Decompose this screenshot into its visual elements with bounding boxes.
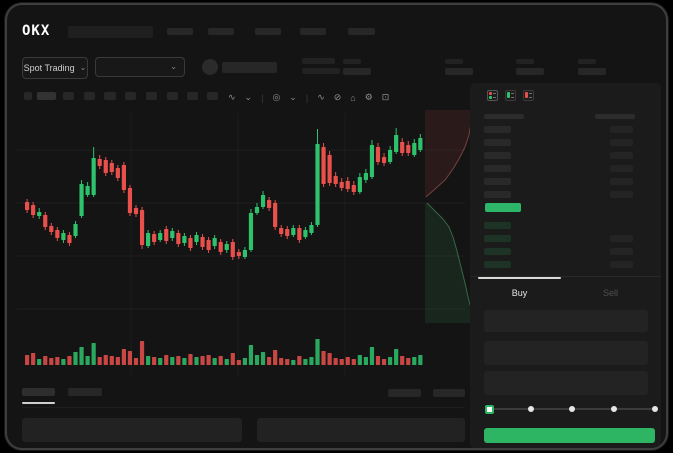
stat-label-placeholder (578, 59, 596, 64)
draw-tool-icon[interactable]: ⊘ (333, 92, 342, 102)
orderbook-price-cell[interactable] (484, 222, 511, 229)
amount-input[interactable] (484, 341, 648, 365)
nav-item[interactable] (348, 28, 375, 35)
nav-item[interactable] (208, 28, 234, 35)
chevron-down-icon[interactable]: ⌄ (244, 92, 253, 102)
pair-name-placeholder (222, 62, 277, 73)
active-tab-indicator (478, 277, 561, 279)
slider-stop[interactable] (610, 406, 617, 412)
timeframe-button[interactable] (63, 92, 74, 100)
orderbook-col-header (484, 114, 524, 119)
candlestick-chart[interactable] (7, 5, 666, 448)
bottom-tab[interactable] (68, 388, 102, 396)
slider-stop[interactable] (652, 406, 658, 412)
chart-tools: ∿ ⌄ | ◎ ⌄ | ∿ ⊘ ⌂ ⚙ ⊡ (228, 91, 389, 104)
separator: | (261, 92, 264, 103)
separator: | (305, 92, 309, 103)
orders-panel-placeholder (22, 418, 242, 442)
orderbook-amount-cell[interactable] (610, 152, 633, 159)
book-asks-icon[interactable] (523, 90, 534, 101)
price-sub-placeholder (302, 68, 340, 74)
orderbook-price-cell[interactable] (484, 178, 511, 185)
orderbook-price-cell[interactable] (484, 152, 511, 159)
stat-value-placeholder (343, 68, 371, 75)
bottom-tab-indicator (22, 402, 55, 404)
orderbook-price-cell[interactable] (484, 235, 511, 242)
total-input[interactable] (484, 371, 648, 395)
orderbook-price-cell[interactable] (484, 191, 511, 198)
chevron-down-icon: ⌄ (79, 63, 87, 72)
slider-stop[interactable] (569, 406, 575, 412)
book-bids-icon[interactable] (505, 90, 516, 101)
orderbook-price-cell[interactable] (484, 139, 511, 146)
timeframe-button[interactable] (207, 92, 218, 100)
stat-value-placeholder (445, 68, 473, 75)
timeframe-button[interactable] (125, 92, 136, 100)
nav-item[interactable] (167, 28, 193, 35)
bottom-tab-active[interactable] (22, 388, 55, 396)
orderbook-col-header (595, 114, 635, 119)
indicators-icon[interactable]: ◎ (272, 92, 281, 102)
timeframe-button[interactable] (187, 92, 198, 100)
settings-icon[interactable]: ⚙ (364, 92, 373, 102)
timeframe-button[interactable] (104, 92, 116, 100)
timeframe-button[interactable] (84, 92, 95, 100)
tab-buy[interactable]: Buy (511, 288, 528, 298)
candle-style-icon[interactable]: ∿ (228, 92, 236, 102)
bottom-action[interactable] (433, 389, 465, 397)
orderbook-price-cell[interactable] (484, 261, 511, 268)
chevron-down-icon[interactable]: ⌄ (289, 92, 297, 102)
tab-sell[interactable]: Sell (602, 288, 618, 298)
price-placeholder (302, 58, 335, 64)
stat-label-placeholder (343, 59, 361, 64)
orderbook-amount-cell[interactable] (610, 191, 633, 198)
timeframe-button[interactable] (167, 92, 178, 100)
chevron-down-icon: ⌄ (170, 62, 177, 71)
bottom-action[interactable] (388, 389, 421, 397)
orderbook-price-cell[interactable] (484, 165, 511, 172)
okx-logo: OKX (22, 23, 51, 39)
slider-stop[interactable] (527, 406, 534, 412)
slider-handle[interactable] (484, 404, 494, 414)
book-combined-icon[interactable] (487, 90, 498, 101)
timeframe-button[interactable] (24, 92, 32, 100)
orders-panel-placeholder (257, 418, 465, 442)
pair-dropdown[interactable]: ⌄ (95, 57, 185, 77)
market-type-label: Spot Trading (23, 63, 75, 73)
nav-item[interactable] (300, 28, 326, 35)
market-type-selector[interactable]: Spot Trading ⌄ (22, 57, 88, 79)
orderbook-amount-cell[interactable] (610, 261, 633, 268)
nav-item[interactable] (255, 28, 281, 35)
search-bar-placeholder[interactable] (68, 26, 153, 38)
orderbook-amount-cell[interactable] (610, 178, 633, 185)
orderbook-amount-cell[interactable] (610, 165, 633, 172)
pair-avatar (202, 59, 218, 75)
app-window: OKX Spot Trading ⌄ ⌄ ∿ ⌄ | ◎ ⌄ | ∿ ⊘ ⌂ ⚙ ⊡ (7, 5, 666, 448)
orderbook-amount-cell[interactable] (610, 248, 633, 255)
orderbook-amount-cell[interactable] (610, 235, 633, 242)
fullscreen-icon[interactable]: ⊡ (381, 92, 390, 102)
stat-label-placeholder (516, 59, 534, 64)
orderbook-amount-cell[interactable] (610, 139, 633, 146)
stat-value-placeholder (578, 68, 606, 75)
stat-value-placeholder (516, 68, 544, 75)
timeframe-button-active[interactable] (37, 92, 56, 100)
buy-submit-button[interactable] (484, 428, 655, 443)
last-price-bar[interactable] (485, 203, 521, 212)
orderbook-amount-cell[interactable] (610, 126, 633, 133)
price-input[interactable] (484, 310, 648, 332)
timeframe-button[interactable] (146, 92, 157, 100)
stat-label-placeholder (445, 59, 463, 64)
line-tool-icon[interactable]: ∿ (317, 92, 325, 102)
orderbook-price-cell[interactable] (484, 126, 511, 133)
orderbook-price-cell[interactable] (484, 248, 511, 255)
snapshot-icon[interactable]: ⌂ (350, 92, 356, 103)
